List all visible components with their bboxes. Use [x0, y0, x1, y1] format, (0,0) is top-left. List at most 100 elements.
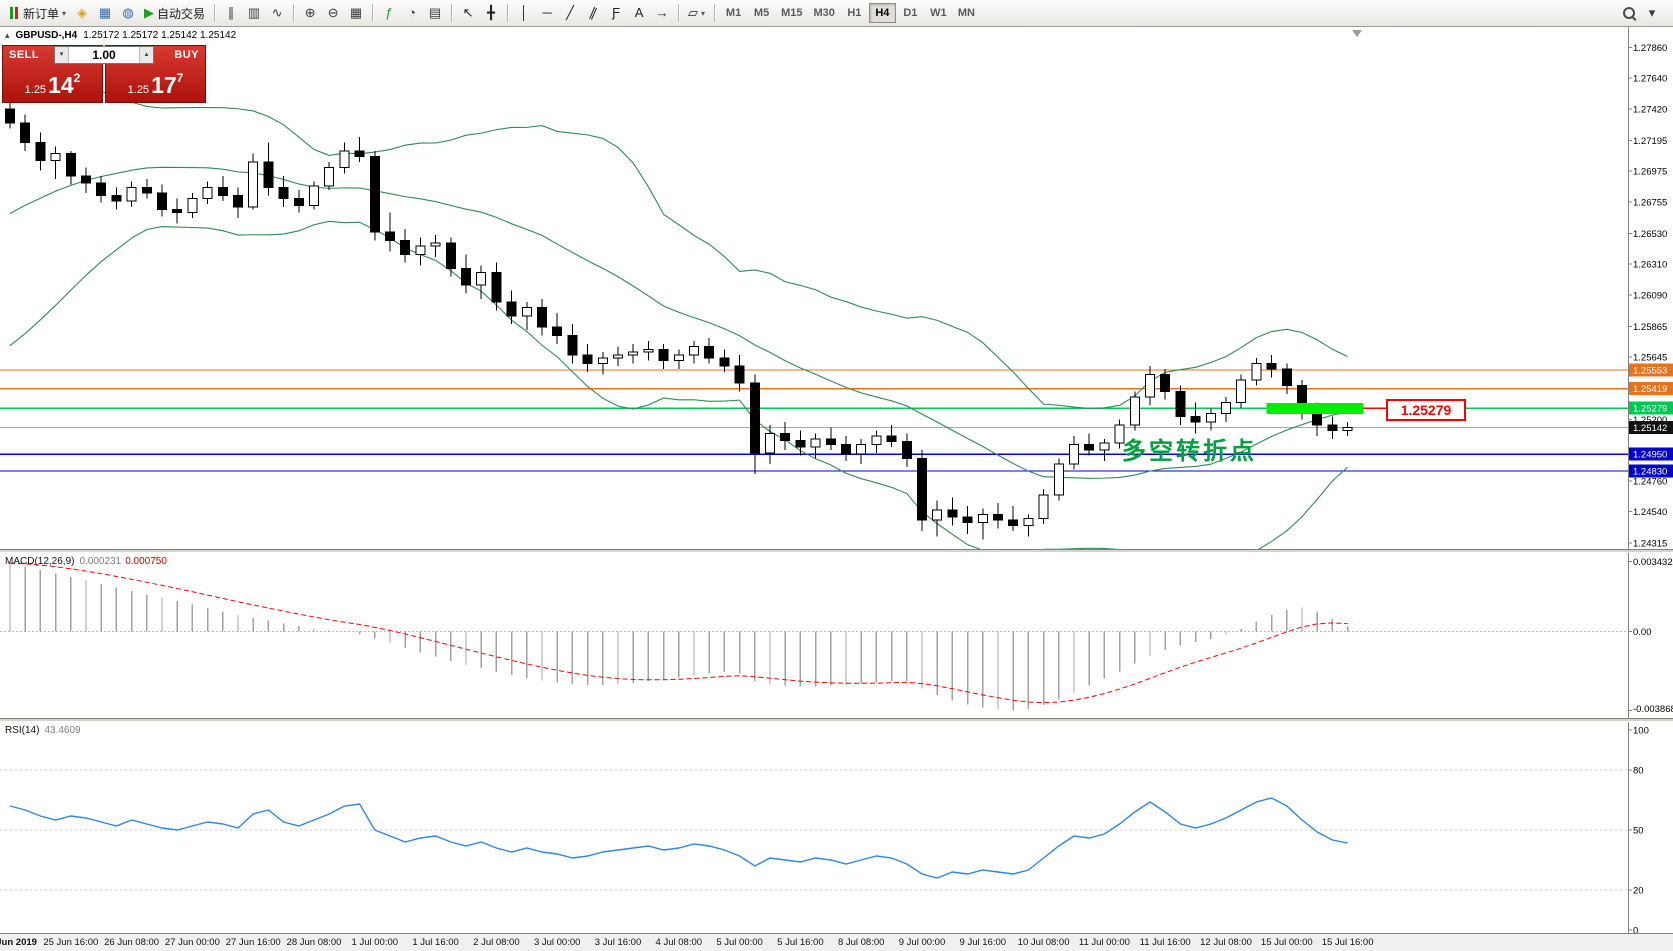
bear-candle — [1008, 519, 1019, 527]
price-tick-label: 1.25200 — [1633, 415, 1667, 426]
volume-increase-button[interactable]: ▴ — [139, 47, 153, 63]
bear-candle — [278, 186, 289, 199]
highlight-zone[interactable] — [1266, 402, 1363, 414]
rsi-panel[interactable]: 100 80 50 20 0 — [0, 722, 1673, 933]
rsi-scale-label: 0 — [1633, 926, 1638, 934]
trendline-button[interactable]: ╱ — [559, 3, 581, 24]
panel-splitter[interactable] — [0, 549, 1673, 553]
timeframe-w1-button[interactable]: W1 — [925, 3, 952, 23]
timeframe-m1-button[interactable]: M1 — [720, 3, 747, 23]
macd-signal-line — [9, 562, 1348, 704]
main-chart[interactable]: 1.27860 1.27640 1.27420 1.27195 1.26975 1.267… — [0, 27, 1673, 549]
chart-shift-marker[interactable] — [1352, 30, 1362, 37]
price-callout-label[interactable]: 1.25279 — [1386, 399, 1466, 421]
bull-candle — [1342, 426, 1353, 431]
time-label: 11 Jul 00:00 — [1078, 937, 1130, 948]
line-chart-button[interactable]: ∿ — [266, 3, 288, 24]
text-button[interactable]: A — [628, 3, 650, 24]
vertical-line-button[interactable]: │ — [513, 3, 535, 24]
cursor-button[interactable]: ↖ — [457, 3, 479, 24]
toolbar-separator — [714, 4, 716, 22]
price-tick-label: 1.27860 — [1633, 43, 1667, 54]
market-watch-button[interactable]: ▦ — [94, 3, 116, 24]
indicators-button[interactable]: ƒ — [378, 3, 400, 24]
price-tick-label: 1.27195 — [1633, 136, 1667, 147]
price-tick-label: 1.24540 — [1633, 507, 1667, 518]
price-tick-label: 1.26755 — [1633, 197, 1667, 208]
bull-candle — [1251, 362, 1262, 381]
buy-price-base: 1.25 — [127, 84, 150, 96]
fibonacci-icon: Ƒ — [612, 5, 621, 20]
bull-candle — [1205, 413, 1216, 423]
price-tick-label: 1.24760 — [1633, 476, 1667, 487]
volume-input[interactable] — [69, 47, 139, 63]
timeframe-m15-button[interactable]: M15 — [776, 3, 807, 23]
navigator-button[interactable]: ◍ — [117, 3, 139, 24]
charts-profile-button[interactable]: ◈ — [71, 3, 93, 24]
macd-name: MACD(12,26,9) — [5, 556, 75, 567]
panel-splitter[interactable] — [0, 718, 1673, 722]
time-axis[interactable]: 25 Jun 2019 25 Jun 16:00 26 Jun 08:00 27 Ju… — [0, 933, 1673, 951]
time-label: 28 Jun 08:00 — [286, 937, 342, 948]
new-order-button[interactable]: 新订单 ▾ — [4, 3, 70, 24]
macd-panel[interactable]: 0.003432 0.00 -0.003868 — [0, 553, 1673, 718]
text-icon: A — [634, 5, 644, 20]
bull-candle — [932, 509, 943, 521]
price-scale-flag — [1629, 401, 1673, 415]
zoom-out-button[interactable]: ⊖ — [322, 3, 344, 24]
tile-windows-button[interactable]: ▦ — [345, 3, 367, 24]
price-scale-flag-label: 1.25279 — [1633, 404, 1667, 415]
bear-candle — [354, 150, 365, 158]
bull-candle — [597, 357, 608, 364]
macd-signal-value: 0.000750 — [125, 556, 167, 567]
candlestick-chart-button[interactable]: ▥ — [243, 3, 265, 24]
shapes-button[interactable]: ▱ ▾ — [684, 3, 709, 24]
caret-down-icon: ▾ — [701, 8, 706, 18]
rsi-scale-label: 20 — [1633, 886, 1644, 897]
templates-icon: ▤ — [428, 5, 442, 20]
zoom-in-button[interactable]: ⊕ — [299, 3, 321, 24]
ohlc-values: 1.25172 1.25172 1.25142 1.25142 — [83, 30, 237, 41]
sell-label: SELL — [9, 49, 40, 61]
time-label: 11 Jul 16:00 — [1139, 937, 1191, 948]
autotrading-button[interactable]: ▶ 自动交易 — [140, 3, 209, 24]
bear-candle — [537, 306, 547, 328]
equidistant-channel-button[interactable]: ∥ — [582, 3, 604, 24]
time-label: 27 Jun 16:00 — [225, 937, 281, 948]
bull-candle — [1023, 518, 1034, 527]
bar-chart-button[interactable]: ∥ — [220, 3, 242, 24]
bull-candle — [309, 185, 319, 206]
bear-candle — [445, 242, 456, 269]
crosshair-button[interactable]: ╋ — [480, 3, 502, 24]
timeframe-d1-button[interactable]: D1 — [897, 3, 924, 23]
charts-profile-icon: ◈ — [77, 5, 88, 20]
bear-candle — [841, 443, 851, 455]
horizontal-line-button[interactable]: ─ — [536, 3, 558, 24]
trendline-icon: ╱ — [566, 5, 574, 20]
annotation-text[interactable]: 多空转折点 — [1122, 438, 1257, 465]
timeframe-mn-button[interactable]: MN — [953, 3, 980, 23]
search-button[interactable] — [1618, 3, 1640, 24]
quick-navigation-button[interactable]: ▾ — [1641, 3, 1663, 24]
volume-decrease-button[interactable]: ▾ — [55, 47, 69, 63]
arrow-objects-button[interactable]: → — [651, 3, 673, 24]
bull-candle — [187, 197, 198, 213]
fibonacci-button[interactable]: Ƒ — [605, 3, 627, 24]
price-tick-label: 1.26975 — [1633, 167, 1667, 178]
timeframe-m30-button[interactable]: M30 — [808, 3, 839, 23]
rsi-name: RSI(14) — [5, 725, 40, 736]
time-label: 25 Jun 2019 — [0, 937, 37, 948]
templates-button[interactable]: ▤ — [424, 3, 446, 24]
bull-candle — [1053, 463, 1064, 496]
timeframe-h1-button[interactable]: H1 — [841, 3, 868, 23]
toolbar-separator — [214, 4, 216, 22]
timeframe-h4-button[interactable]: H4 — [868, 3, 896, 23]
bull-candle — [1221, 402, 1231, 415]
price-tick-label: 1.27420 — [1633, 104, 1667, 115]
rsi-line — [9, 797, 1348, 879]
periods-button[interactable]: ◔ — [401, 3, 423, 24]
one-click-collapse-icon[interactable]: ▴ — [5, 30, 10, 40]
timeframe-m5-button[interactable]: M5 — [748, 3, 775, 23]
bar-chart-icon: ∥ — [227, 5, 235, 20]
rsi-scale-label: 80 — [1633, 766, 1644, 777]
